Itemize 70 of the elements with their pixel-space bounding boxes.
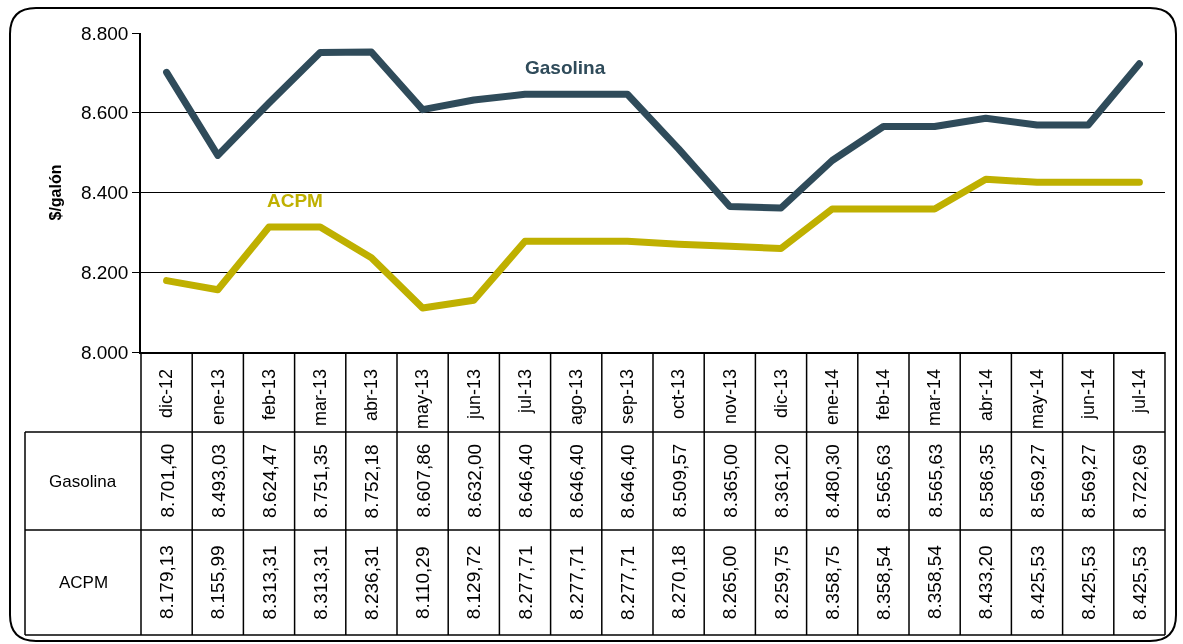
text: ACPM	[59, 573, 109, 592]
data-label: 8.752,18	[361, 444, 383, 519]
x-tick-label: feb-14	[873, 368, 894, 420]
data-label: 8.624,47	[259, 444, 280, 518]
x-tick-label: may-14	[1026, 368, 1047, 429]
x-tick-label: abr-13	[361, 368, 382, 421]
data-label: 8.270,18	[668, 545, 690, 620]
data-label: 8.751,35	[310, 444, 332, 519]
x-tick-label: jul-13	[514, 368, 535, 414]
data-label: 8.155,99	[207, 545, 229, 620]
data-label: 8.722,69	[1129, 444, 1151, 519]
data-label: 8.607,86	[412, 443, 434, 518]
data-label: 8.110,29	[412, 546, 434, 620]
x-tick-label: may-13	[412, 368, 433, 429]
y-axis-title: $/galón	[47, 164, 65, 221]
data-label: 8.565,63	[924, 443, 946, 518]
data-label: 8.129,72	[463, 545, 485, 620]
data-label: 8.646,40	[515, 444, 536, 518]
data-label: 8.313,31	[309, 545, 331, 620]
data-label: 8.277,71	[514, 545, 536, 620]
y-tick-label: 8.600	[80, 102, 129, 124]
x-tick-label: nov-13	[719, 368, 740, 424]
data-label: 8.259,75	[770, 545, 792, 620]
data-label: 8.358,54	[872, 545, 894, 620]
data-label: 8.646,40	[566, 444, 588, 519]
data-label: 8.236,31	[360, 545, 382, 620]
x-tick-label: jul-14	[1129, 368, 1150, 414]
data-label: 8.480,30	[822, 444, 844, 519]
data-label: 8.277,71	[616, 545, 638, 620]
series-label: ACPM	[267, 190, 323, 211]
data-label: 8.358,54	[924, 544, 946, 620]
data-label: 8.632,00	[463, 443, 485, 518]
data-label: 8.425,53	[1128, 545, 1150, 620]
x-tick-label: dic-13	[770, 368, 791, 418]
y-tick-label: 8.400	[80, 182, 129, 204]
data-label: 8.565,63	[873, 444, 895, 519]
data-label: 8.493,03	[207, 443, 229, 518]
data-label: 8.265,00	[719, 545, 741, 620]
data-label: 8.425,53	[1026, 545, 1048, 620]
data-label: 8.179,13	[156, 545, 178, 620]
data-label: 8.361,20	[771, 444, 792, 518]
data-label: 8.509,57	[668, 443, 690, 518]
data-label: 8.365,00	[719, 443, 741, 518]
x-tick-label: ene-14	[822, 368, 843, 426]
x-tick-label: mar-13	[310, 368, 331, 426]
text: Gasolina	[49, 472, 117, 491]
y-tick-label: 8.000	[80, 341, 129, 363]
y-tick-label: 8.200	[80, 261, 129, 283]
x-tick-label: dic-12	[156, 368, 177, 418]
data-label: 8.313,31	[258, 545, 280, 620]
data-label: 8.277,71	[565, 545, 587, 620]
series-label: Gasolina	[525, 57, 606, 78]
data-label: 8.646,40	[617, 444, 639, 519]
x-tick-label: sep-13	[617, 368, 638, 424]
data-label: 8.586,35	[975, 443, 997, 518]
data-label: 8.433,20	[975, 545, 997, 620]
data-label: 8.569,27	[1027, 444, 1048, 518]
data-label: 8.358,75	[821, 545, 843, 620]
y-tick-label: 8.800	[80, 22, 129, 44]
x-tick-label: ago-13	[566, 368, 587, 426]
x-tick-label: oct-13	[668, 368, 689, 419]
x-tick-label: feb-13	[258, 368, 279, 420]
x-tick-label: abr-14	[975, 368, 996, 421]
x-tick-label: ene-13	[207, 368, 228, 426]
data-label: 8.701,40	[156, 443, 178, 518]
x-tick-label: jun-13	[463, 368, 484, 420]
x-tick-label: mar-14	[924, 368, 945, 426]
data-label: 8.569,27	[1078, 444, 1100, 519]
x-tick-label: jun-14	[1078, 368, 1099, 420]
data-label: 8.425,53	[1077, 545, 1099, 620]
